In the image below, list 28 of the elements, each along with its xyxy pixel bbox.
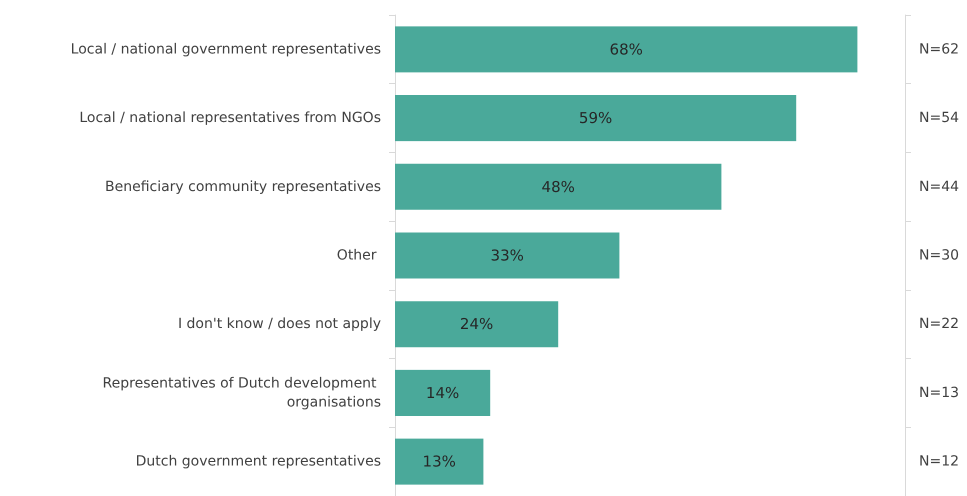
data-label: 59% [578, 109, 612, 128]
y2-tick-label: N=54 [919, 110, 960, 126]
data-label: 13% [422, 452, 456, 471]
data-label: 68% [610, 40, 643, 58]
y2-tick-label: N=44 [919, 178, 960, 195]
y-tick-label: Representatives of Dutch development organisations [102, 375, 381, 410]
bar [395, 95, 796, 142]
y2-tick-label: N=62 [919, 41, 960, 58]
y-tick-label: I don't know / does not apply [178, 316, 381, 332]
y-tick-label: Other [336, 248, 381, 264]
bar [395, 438, 484, 485]
y-tick-label: Dutch government representatives [136, 454, 381, 470]
y2-tick-label: N=13 [919, 384, 960, 401]
y-tick-label: Local / national government representatives [70, 41, 381, 58]
data-label: 48% [542, 178, 575, 196]
bar [395, 232, 620, 279]
y2-tick-label: N=22 [919, 316, 960, 332]
y-tick-label: Beneficiary community representatives [104, 178, 381, 195]
bar [395, 164, 722, 210]
y2-tick-label: N=12 [919, 454, 960, 470]
bar [395, 370, 490, 416]
data-label: 33% [490, 246, 524, 264]
data-label: 14% [426, 384, 460, 402]
data-label: 24% [460, 315, 494, 334]
bar [395, 301, 558, 348]
bar [395, 26, 858, 72]
y2-tick-label: N=30 [919, 248, 960, 264]
y-tick-label: Local / national representatives from NGOs [79, 110, 381, 126]
